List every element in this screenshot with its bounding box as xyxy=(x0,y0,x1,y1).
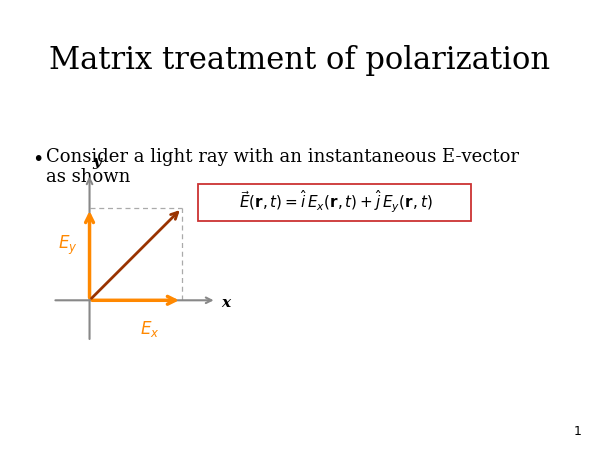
Text: 1: 1 xyxy=(574,425,582,438)
Text: •: • xyxy=(32,150,43,169)
Text: $E_x$: $E_x$ xyxy=(140,319,159,339)
Text: x: x xyxy=(221,296,230,310)
Text: $\vec{E}(\mathbf{r},t) = \hat{i}\,E_x(\mathbf{r},t) + \hat{j}\,E_y(\mathbf{r},t): $\vec{E}(\mathbf{r},t) = \hat{i}\,E_x(\m… xyxy=(239,189,433,215)
Text: Matrix treatment of polarization: Matrix treatment of polarization xyxy=(49,45,551,76)
Text: as shown: as shown xyxy=(46,168,130,186)
Text: $E_y$: $E_y$ xyxy=(58,234,78,256)
Text: Consider a light ray with an instantaneous E-vector: Consider a light ray with an instantaneo… xyxy=(46,148,519,166)
Text: y: y xyxy=(92,155,101,169)
